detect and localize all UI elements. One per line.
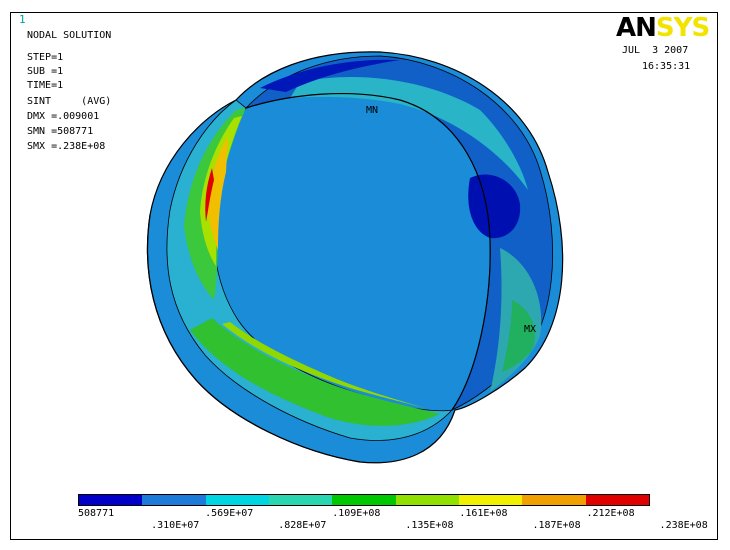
info-sint: SINT (AVG) (27, 96, 112, 107)
legend-swatch (268, 495, 333, 505)
legend-label-lower: .161E+08 (459, 508, 508, 519)
legend-swatch (522, 495, 586, 505)
legend-label-upper: .310E+07 (151, 520, 200, 531)
contour-legend-bar (78, 494, 650, 506)
legend-label-lower: .212E+08 (586, 508, 635, 519)
legend-label-upper: .238E+08 (659, 520, 708, 531)
stress-region-red (205, 168, 214, 222)
ring-outer-edge (146, 214, 361, 463)
stress-region-lower-green (190, 318, 440, 426)
legend-swatch (332, 495, 396, 505)
legend-label-upper: .187E+08 (532, 520, 581, 531)
legend-label-lower: 508771 (78, 508, 115, 519)
legend-label-upper: .135E+08 (405, 520, 454, 531)
stress-region-right-green (502, 300, 536, 372)
info-step: STEP=1 (27, 52, 64, 63)
legend-swatch (585, 495, 649, 505)
stress-region-yellowgreen (200, 116, 242, 266)
legend-label-upper: .828E+07 (278, 520, 327, 531)
legend-swatch (79, 495, 143, 505)
legend-swatch (458, 495, 523, 505)
legend-label-lower: .109E+08 (332, 508, 381, 519)
info-sub: SUB =1 (27, 66, 64, 77)
legend-swatch (395, 495, 459, 505)
plot-date: JUL 3 2007 (622, 45, 689, 56)
plot-time: 16:35:31 (642, 61, 691, 72)
info-smx: SMX =.238E+08 (27, 141, 106, 152)
stress-region-dark-blue (468, 174, 521, 239)
stress-region-orange (208, 136, 228, 250)
window-number: 1 (19, 13, 26, 26)
legend-swatch (142, 495, 206, 505)
stress-region-top-cyan (290, 77, 528, 190)
info-time: TIME=1 (27, 80, 64, 91)
max-marker: MX (524, 324, 536, 335)
min-marker: MN (366, 105, 378, 116)
ansys-logo: ANSYS (616, 13, 710, 43)
legend-swatch (205, 495, 269, 505)
legend-label-lower: .569E+07 (205, 508, 254, 519)
stress-region-top-dark (260, 59, 400, 92)
info-dmx: DMX =.009001 (27, 111, 100, 122)
plot-title: NODAL SOLUTION (27, 30, 112, 41)
ring-inner-edge (245, 92, 491, 411)
info-smn: SMN =508771 (27, 126, 94, 137)
